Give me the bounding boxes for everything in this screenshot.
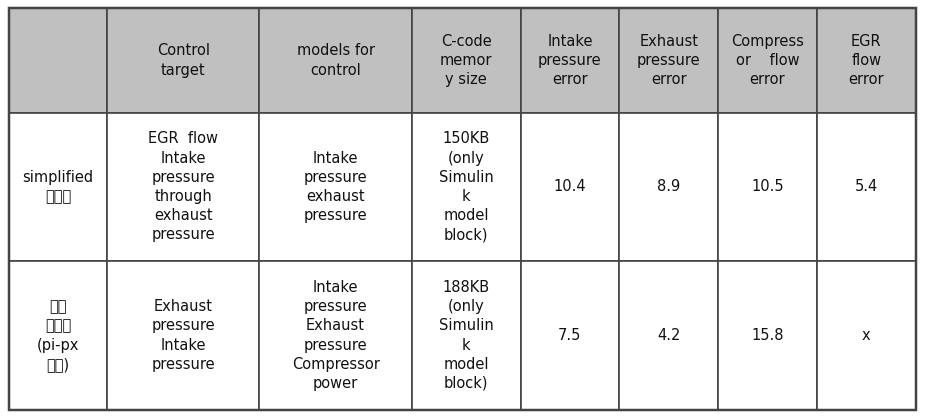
Text: 기존
제어기
(pi-px
기반): 기존 제어기 (pi-px 기반)	[37, 299, 80, 372]
Bar	[9, 8, 107, 113]
Bar	[521, 8, 620, 113]
Bar	[107, 261, 259, 410]
Bar	[107, 8, 259, 113]
Bar	[620, 261, 718, 410]
Text: EGR
flow
error: EGR flow error	[848, 34, 884, 87]
Bar	[718, 261, 817, 410]
Text: 10.5: 10.5	[751, 179, 783, 194]
Bar	[9, 113, 107, 261]
Bar	[718, 8, 817, 113]
Bar	[521, 261, 620, 410]
Bar	[412, 261, 521, 410]
Bar	[9, 261, 107, 410]
Text: Exhaust
pressure
error: Exhaust pressure error	[637, 34, 700, 87]
Text: models for
control: models for control	[297, 43, 375, 78]
Bar	[412, 8, 521, 113]
Bar	[412, 113, 521, 261]
Bar	[817, 113, 916, 261]
Text: 150KB
(only
Simulin
k
model
block): 150KB (only Simulin k model block)	[438, 131, 494, 242]
Bar	[259, 113, 412, 261]
Text: x: x	[862, 328, 870, 343]
Text: Exhaust
pressure
Intake
pressure: Exhaust pressure Intake pressure	[152, 299, 216, 372]
Text: 7.5: 7.5	[558, 328, 582, 343]
Bar	[817, 261, 916, 410]
Text: C-code
memor
y size: C-code memor y size	[440, 34, 492, 87]
Text: 8.9: 8.9	[657, 179, 681, 194]
Bar	[620, 113, 718, 261]
Text: 188KB
(only
Simulin
k
model
block): 188KB (only Simulin k model block)	[438, 280, 494, 391]
Text: simplified
제어기: simplified 제어기	[22, 170, 93, 204]
Bar	[107, 113, 259, 261]
Text: Control
target: Control target	[157, 43, 210, 78]
Text: Intake
pressure
error: Intake pressure error	[538, 34, 602, 87]
Text: Intake
pressure
Exhaust
pressure
Compressor
power: Intake pressure Exhaust pressure Compres…	[291, 280, 379, 391]
Text: 5.4: 5.4	[855, 179, 878, 194]
Text: 4.2: 4.2	[657, 328, 681, 343]
Text: 15.8: 15.8	[751, 328, 783, 343]
Bar	[259, 8, 412, 113]
Bar	[521, 113, 620, 261]
Text: EGR  flow
Intake
pressure
through
exhaust
pressure: EGR flow Intake pressure through exhaust…	[148, 131, 218, 242]
Bar	[259, 261, 412, 410]
Text: Intake
pressure
exhaust
pressure: Intake pressure exhaust pressure	[303, 150, 367, 223]
Text: 10.4: 10.4	[553, 179, 586, 194]
Text: Compress
or    flow
error: Compress or flow error	[731, 34, 804, 87]
Bar	[620, 8, 718, 113]
Bar	[817, 8, 916, 113]
Bar	[718, 113, 817, 261]
